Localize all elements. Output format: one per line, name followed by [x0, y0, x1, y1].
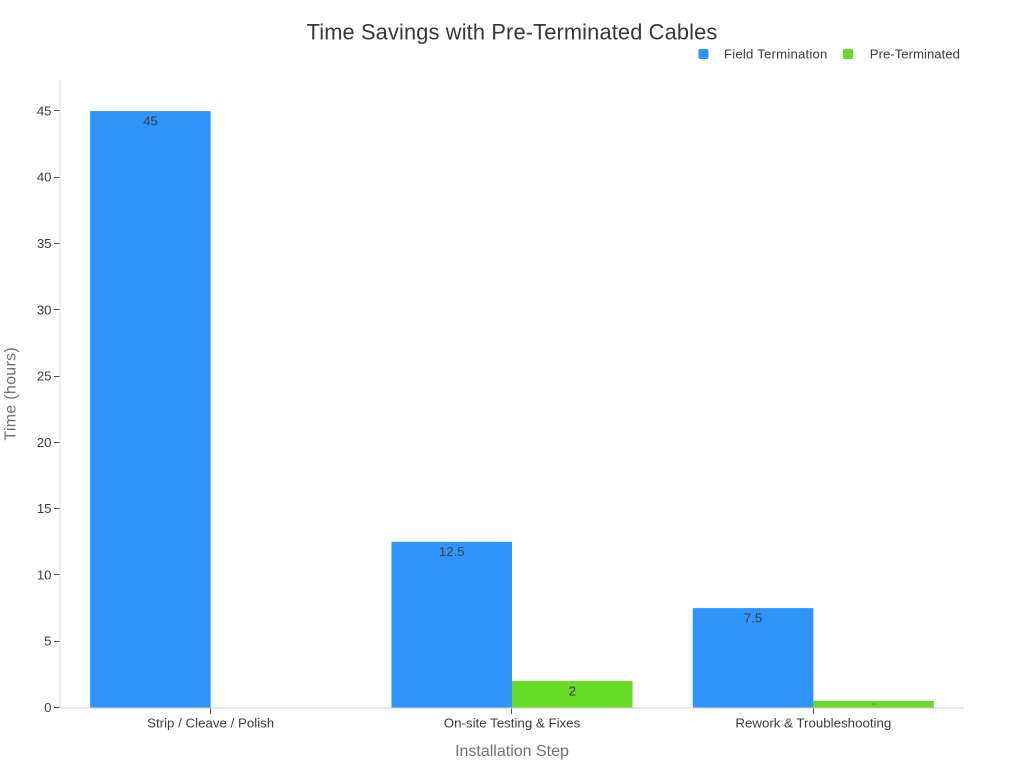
svg-text:Time (hours): Time (hours): [2, 347, 19, 441]
svg-text:35: 35: [37, 236, 52, 251]
svg-text:20: 20: [37, 435, 52, 450]
svg-text:On-site Testing & Fixes: On-site Testing & Fixes: [444, 716, 581, 731]
svg-text:40: 40: [37, 170, 52, 185]
svg-text:15: 15: [37, 501, 52, 516]
svg-text:12.5: 12.5: [439, 544, 465, 559]
svg-text:Pre-Terminated: Pre-Terminated: [870, 47, 960, 62]
svg-text:Installation Step: Installation Step: [455, 743, 569, 760]
svg-text:45: 45: [37, 103, 52, 118]
svg-text:5: 5: [44, 634, 51, 649]
svg-text:25: 25: [37, 369, 52, 384]
svg-text:0: 0: [44, 700, 51, 715]
svg-text:Time Savings with Pre-Terminat: Time Savings with Pre-Terminated Cables: [307, 20, 718, 45]
svg-text:Strip / Cleave / Polish: Strip / Cleave / Polish: [147, 716, 274, 731]
svg-text:45: 45: [143, 114, 158, 129]
svg-text:Field Termination: Field Termination: [724, 47, 828, 62]
svg-text:10: 10: [37, 567, 52, 582]
svg-text:2: 2: [569, 683, 576, 698]
svg-text:30: 30: [37, 302, 52, 317]
svg-text:7.5: 7.5: [744, 611, 762, 626]
svg-text:Rework & Troubleshooting: Rework & Troubleshooting: [735, 716, 891, 731]
